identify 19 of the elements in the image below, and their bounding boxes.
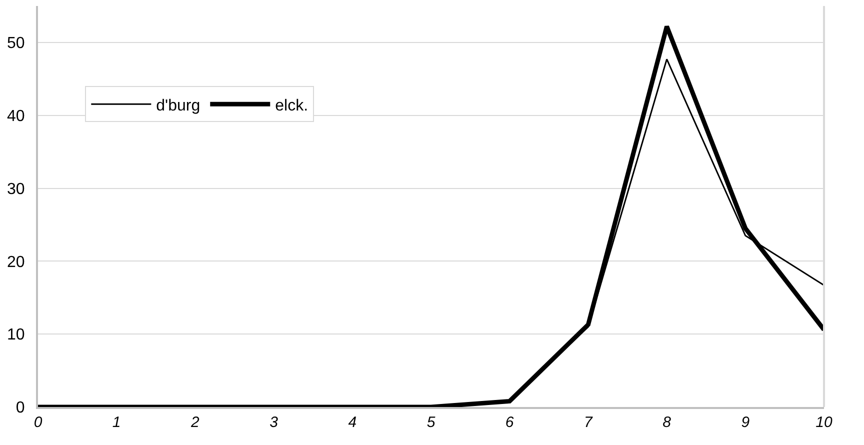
x-tick-label: 10 — [816, 414, 833, 431]
y-tick-label: 50 — [7, 35, 25, 52]
legend-label: elck. — [275, 97, 308, 114]
x-tick-label: 8 — [662, 414, 672, 431]
x-tick-label: 5 — [426, 414, 436, 431]
x-tick-label: 3 — [270, 414, 279, 431]
x-tick-label: 2 — [190, 414, 200, 431]
y-tick-label: 30 — [7, 180, 25, 198]
y-tick-label: 10 — [7, 326, 25, 344]
legend-label: d'burg — [156, 97, 200, 114]
x-tick-label: 7 — [584, 414, 594, 431]
x-tick-label: 4 — [348, 414, 357, 431]
y-tick-label: 20 — [7, 254, 25, 271]
x-tick-label: 0 — [34, 414, 43, 431]
x-tick-label: 6 — [505, 414, 514, 431]
y-tick-label: 0 — [16, 400, 25, 417]
x-tick-label: 1 — [112, 414, 121, 431]
y-tick-label: 40 — [7, 108, 25, 125]
x-tick-label: 9 — [741, 414, 750, 431]
